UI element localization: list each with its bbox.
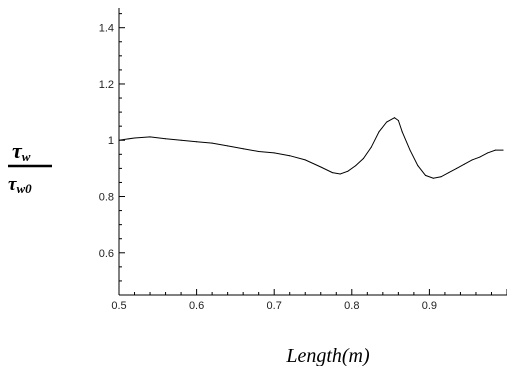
data-point [397,120,399,121]
data-point [425,174,426,176]
svg-text:τw0: τw0 [8,174,32,196]
data-point [417,165,419,167]
y-tick-label: 0.6 [99,248,114,260]
data-point [165,138,167,140]
svg-text:τw: τw [12,138,31,164]
data-point [180,139,182,141]
data-point [494,149,496,151]
data-point [242,148,244,150]
data-point [409,149,411,151]
series-group [118,117,504,179]
data-point [320,166,322,168]
data-point [304,159,306,161]
data-point [347,170,349,172]
data-point [394,117,395,119]
series-line [118,117,504,179]
y-tick-label: 0.8 [99,192,114,204]
y-tick-label: 1.4 [99,23,114,35]
data-point [479,156,481,158]
data-point [273,152,275,154]
y-label-numerator: τ [12,138,23,163]
data-point [463,163,465,165]
data-point [370,146,372,148]
y-label-denominator-sub: w0 [16,181,32,196]
y-tick-label: 1 [108,135,114,147]
x-tick-label: 0.5 [111,300,126,312]
data-point [331,172,333,174]
data-point [211,142,213,144]
data-point [149,136,151,138]
data-point [355,165,357,167]
data-point [134,137,135,139]
y-tick-label: 1.2 [99,79,114,91]
x-tick-label: 0.9 [422,300,437,312]
y-label-denominator: τ [8,174,17,195]
data-point [289,155,291,157]
data-point [487,152,489,154]
data-point [432,177,434,179]
data-point [471,159,473,161]
data-point [448,172,450,174]
data-point [258,151,260,152]
data-point [456,167,458,169]
tick-labels: 0.6 0.8 1 1.2 1.4 0.5 0.6 0.7 0.8 0.9 [99,23,437,312]
data-point [502,149,504,151]
data-point [196,141,198,143]
data-point [440,176,442,178]
data-point [362,158,364,159]
x-tick-label: 0.8 [344,300,359,312]
data-point [118,139,120,141]
axis-ticks [118,13,507,295]
data-point [386,121,388,123]
data-point [227,145,229,147]
y-label-numerator-sub: w [22,149,31,164]
x-tick-label: 0.7 [267,300,282,312]
data-point [339,173,341,175]
y-axis-label: τw τw0 [8,138,52,196]
data-point [401,131,403,133]
x-tick-label: 0.6 [189,300,204,312]
x-axis-label: Length(m) [285,345,370,366]
data-point [378,131,380,133]
